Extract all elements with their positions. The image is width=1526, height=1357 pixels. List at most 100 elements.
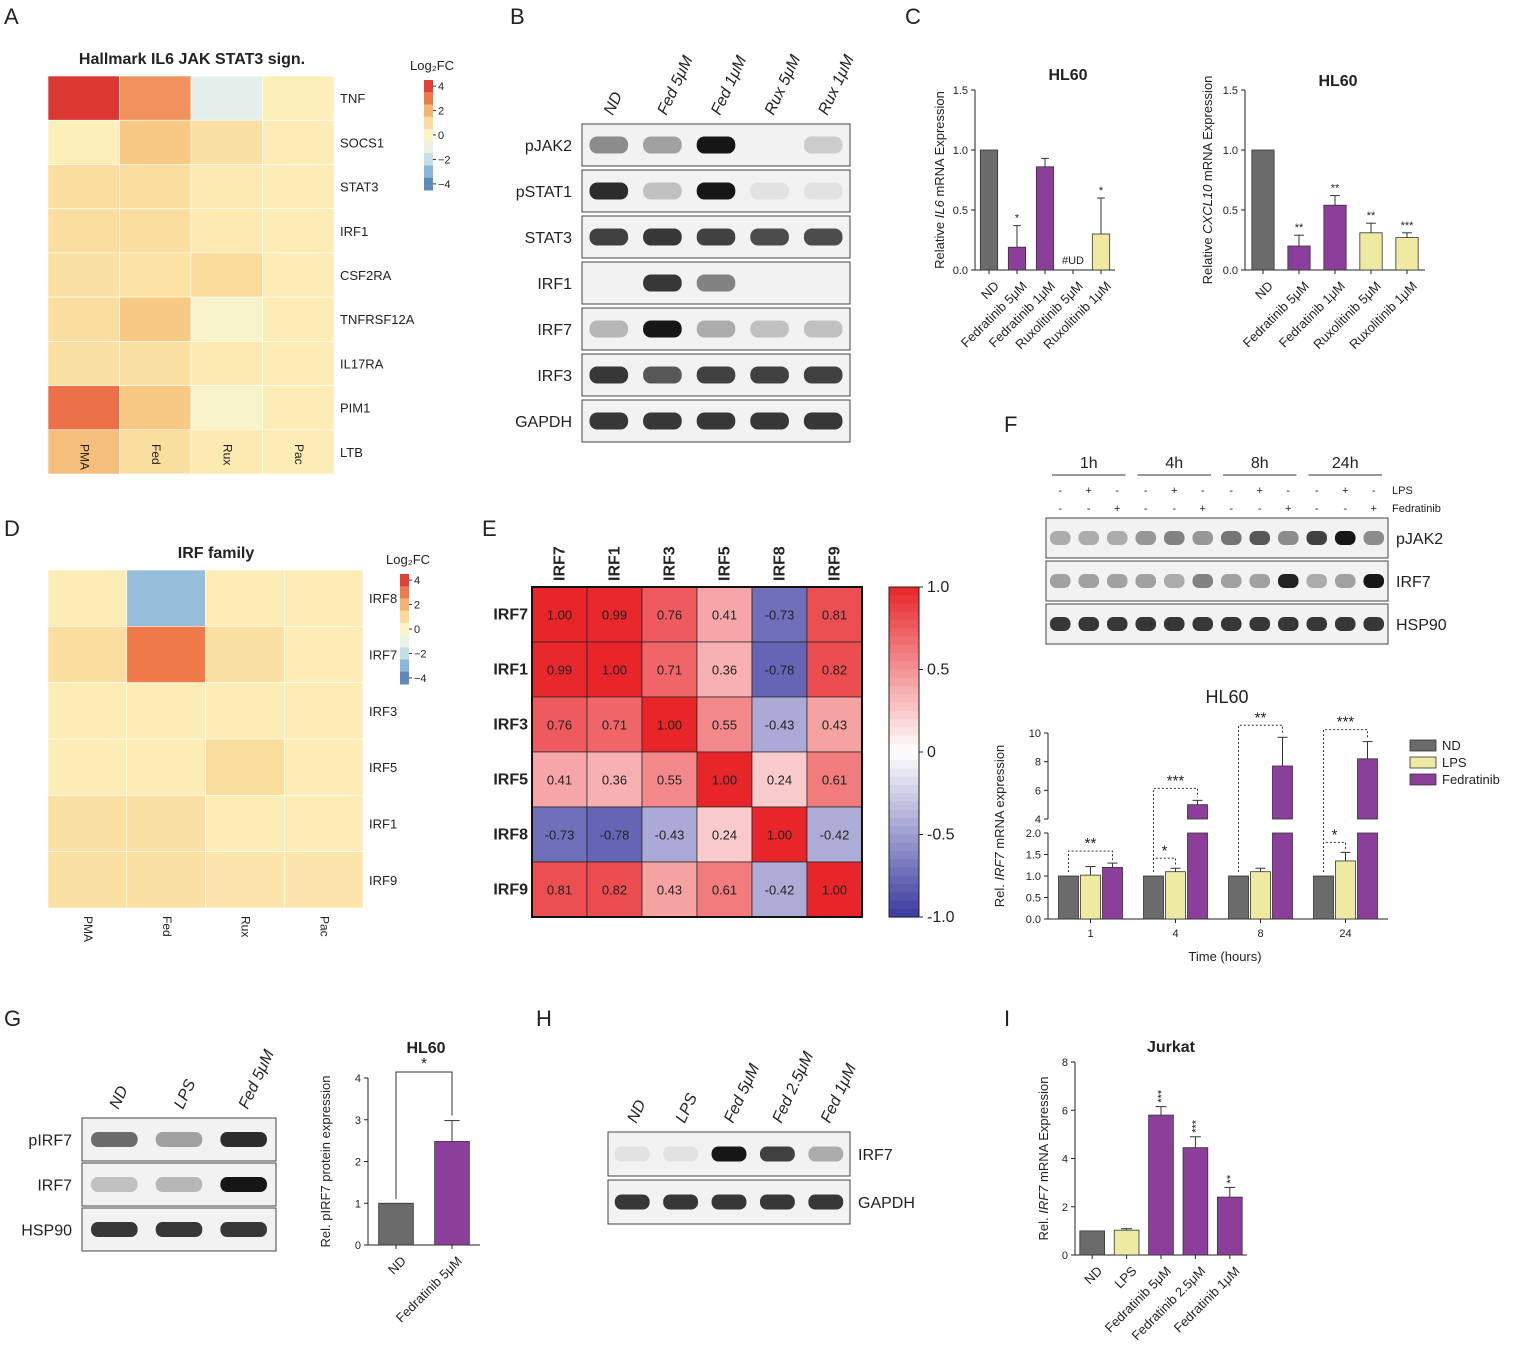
blot-lane-label: LPS	[171, 1077, 199, 1112]
blot-band	[808, 1194, 844, 1210]
legend-swatch	[400, 671, 409, 685]
blot-band	[750, 228, 789, 246]
colorbar-swatch	[889, 826, 919, 836]
corr-cell-value: 0.81	[547, 883, 572, 898]
heatmap-row-label: IRF3	[369, 704, 397, 719]
y-tick-label: 1.5	[953, 85, 968, 97]
heatmap-cell	[47, 682, 128, 740]
corr-cell-value: 0.76	[547, 718, 572, 733]
legend-swatch	[424, 116, 433, 130]
heatmap-cell	[190, 429, 263, 475]
colorbar-swatch	[889, 644, 919, 654]
y-axis-label-part: mRNA Expression	[1036, 1077, 1051, 1186]
heatmap-cell	[262, 119, 335, 165]
bar	[1187, 832, 1208, 920]
corr-cell-value: 1.00	[712, 773, 737, 788]
heatmap-cell	[47, 851, 128, 909]
heatmap-cell	[126, 738, 206, 796]
chart-title: HL60	[1048, 67, 1087, 84]
heatmap-cell	[47, 795, 128, 852]
colorbar-swatch	[889, 768, 919, 778]
heatmap-cell	[126, 851, 206, 909]
colorbar-swatch	[889, 628, 919, 638]
heatmap-cell	[119, 208, 192, 254]
blot-band	[614, 1194, 650, 1210]
blot-band	[1220, 531, 1242, 545]
legend-swatch	[400, 647, 409, 661]
corr-cell-value: 0.24	[712, 828, 737, 843]
corr-cell-value: 0.71	[602, 718, 627, 733]
blot-lps-label: LPS	[1392, 485, 1413, 497]
blot-lps-sign: +	[1257, 485, 1263, 497]
blot-band	[1078, 531, 1100, 545]
blot-band	[1249, 531, 1271, 545]
corr-column-label: IRF5	[717, 546, 734, 581]
blot-lane-label: LPS	[673, 1091, 701, 1126]
y-tick-label: 6	[1035, 785, 1041, 797]
blot-row-label: pJAK2	[1396, 531, 1443, 548]
x-tick-label: ND	[1081, 1263, 1105, 1287]
blot-row-label: HSP90	[21, 1223, 72, 1240]
corr-row-label: IRF7	[493, 607, 528, 624]
heatmap-row-label: SOCS1	[340, 135, 384, 150]
blot-lps-sign: -	[1229, 485, 1233, 497]
blot-band	[803, 366, 843, 384]
significance-bracket	[1238, 724, 1283, 872]
colorbar-swatch	[889, 669, 919, 679]
corr-cell-value: 0.24	[767, 773, 792, 788]
blot-band	[1078, 617, 1100, 631]
colorbar-swatch	[889, 834, 919, 844]
significance-mark: *	[1162, 842, 1168, 859]
corr-cell	[806, 751, 863, 808]
significance-mark: ***	[1156, 1089, 1168, 1103]
legend-swatch	[1409, 773, 1437, 786]
colorbar-swatch	[889, 908, 919, 918]
heatmap-cell	[47, 252, 120, 298]
significance-mark: ***	[1167, 772, 1185, 789]
heatmap-row-label: IRF1	[340, 224, 368, 239]
colorbar-swatch	[889, 595, 919, 605]
heatmap-cell	[262, 296, 335, 342]
significance-mark: ***	[1337, 714, 1355, 731]
bar	[1357, 832, 1378, 920]
heatmap-row-label: CSF2RA	[340, 268, 392, 283]
corr-cell-value: 0.76	[657, 608, 682, 623]
heatmap-row-label: TNF	[340, 91, 365, 106]
legend-tick: −4	[414, 673, 427, 685]
heatmap-cell	[126, 626, 206, 683]
corr-cell	[586, 641, 643, 698]
heatmap-cell	[190, 75, 263, 121]
significance-bracket	[1153, 857, 1176, 872]
legend-swatch	[424, 177, 433, 191]
blot-lps-sign: -	[1144, 485, 1148, 497]
blot-row-label: GAPDH	[858, 1195, 915, 1212]
blot-band	[643, 412, 682, 430]
blot-lps-sign: +	[1171, 485, 1177, 497]
blot-band	[750, 366, 789, 384]
blot-band	[589, 366, 629, 384]
panel-letter-g: G	[4, 1006, 21, 1031]
blot-fed-sign: -	[1172, 503, 1176, 515]
heatmap-column-label: Fed	[149, 444, 163, 465]
y-axis-label-part: mRNA Expression	[932, 91, 947, 200]
blot-band	[1163, 531, 1185, 545]
blot-lane-label: Fed 1μM	[818, 1061, 860, 1126]
heatmap-cell	[262, 429, 335, 475]
heatmap-cell	[126, 682, 206, 740]
colorbar-swatch	[889, 752, 919, 761]
corr-row-label: IRF3	[493, 717, 528, 734]
blot-band	[711, 1146, 747, 1162]
corr-cell-value: 0.55	[712, 718, 737, 733]
legend-swatch	[424, 104, 433, 118]
blot-band	[1277, 617, 1299, 631]
blot-lane-label: Fed 2.5μM	[770, 1049, 818, 1126]
corr-cell	[641, 861, 698, 918]
bar	[1058, 875, 1079, 920]
heatmap-row-label: IRF7	[369, 648, 397, 663]
bar	[1187, 804, 1208, 820]
legend-swatch	[424, 128, 433, 142]
bar	[1272, 832, 1293, 920]
blot-band	[220, 1132, 267, 1147]
bar	[1251, 149, 1275, 271]
corr-cell	[751, 586, 808, 643]
